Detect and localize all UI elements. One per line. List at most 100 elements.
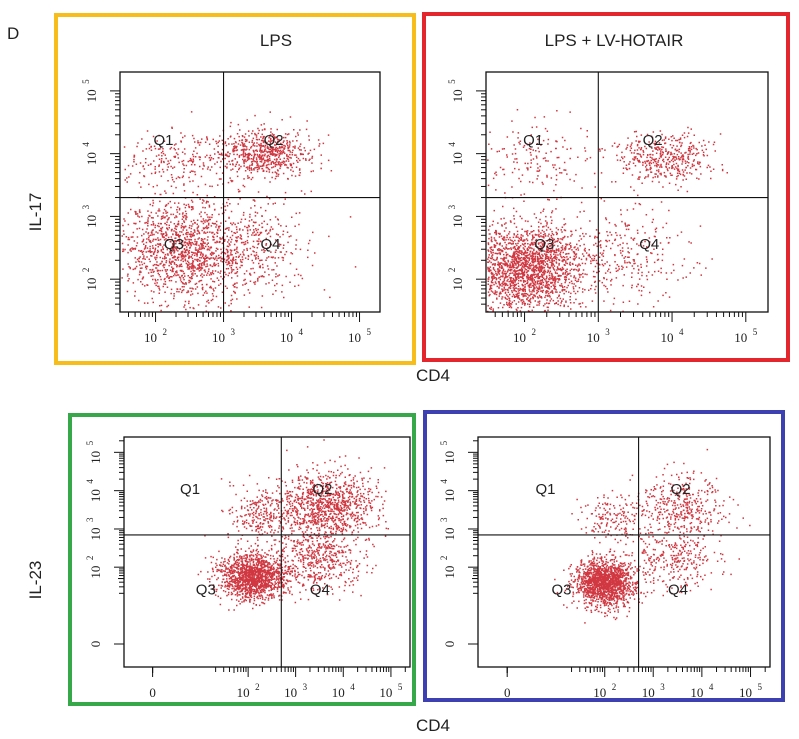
axis-ticks xyxy=(468,440,766,677)
tick-label: 10 5 xyxy=(348,327,372,345)
svg-text:4: 4 xyxy=(350,682,355,692)
svg-text:5: 5 xyxy=(447,79,457,84)
svg-text:3: 3 xyxy=(605,327,610,337)
svg-text:3: 3 xyxy=(660,682,665,692)
quadrant-label-q2: Q2 xyxy=(312,481,332,498)
quadrant-label-q2: Q2 xyxy=(264,132,284,149)
column-title-lps: LPS xyxy=(259,31,293,50)
event-dots xyxy=(197,439,389,611)
svg-text:5: 5 xyxy=(439,440,449,445)
quadrant-label-q3: Q3 xyxy=(196,581,216,598)
svg-text:10: 10 xyxy=(88,566,103,579)
svg-text:10: 10 xyxy=(88,527,103,540)
x-axis-label-cd4-top: CD4 xyxy=(415,366,451,385)
tick-label: 10 3 xyxy=(212,327,236,345)
panel-letter: D xyxy=(7,24,20,43)
event-dots xyxy=(487,109,728,313)
svg-text:4: 4 xyxy=(299,327,304,337)
tick-label: 10 2 xyxy=(439,556,457,579)
svg-text:2: 2 xyxy=(163,327,168,337)
svg-text:4: 4 xyxy=(85,479,95,484)
tick-label: 10 3 xyxy=(642,682,666,700)
tick-label: 10 2 xyxy=(593,682,616,700)
svg-text:10: 10 xyxy=(661,330,674,345)
quadrant-label-q3: Q3 xyxy=(552,581,572,598)
svg-text:10: 10 xyxy=(450,89,465,102)
svg-text:4: 4 xyxy=(709,682,714,692)
tick-label: 0 xyxy=(149,685,156,700)
quadrant-label-q1: Q1 xyxy=(535,481,555,498)
svg-text:10: 10 xyxy=(690,685,703,700)
event-dots xyxy=(554,448,751,624)
tick-label: 10 5 xyxy=(85,440,103,464)
tick-label: 10 4 xyxy=(280,327,304,345)
flow-plot-lps: Q1 Q2 Q3 Q4 10 2 10 2 10 3 10 3 10 4 10 4 10 5 10 5 xyxy=(81,71,381,345)
tick-label: 10 4 xyxy=(85,479,103,503)
svg-text:2: 2 xyxy=(255,682,260,692)
svg-text:5: 5 xyxy=(758,682,763,692)
flow-plot-il23-b: Q1 Q2 Q3 Q4 0 0 10 2 10 2 10 3 10 3 10 4 10 4 10 5 10 5 xyxy=(439,436,771,700)
tick-label: 10 3 xyxy=(439,517,457,541)
svg-text:10: 10 xyxy=(88,451,103,464)
svg-text:10: 10 xyxy=(642,685,655,700)
svg-text:10: 10 xyxy=(450,278,465,291)
svg-text:10: 10 xyxy=(739,685,752,700)
tick-label: 10 4 xyxy=(661,327,685,345)
svg-text:10: 10 xyxy=(587,330,600,345)
svg-text:5: 5 xyxy=(85,440,95,445)
svg-text:10: 10 xyxy=(284,685,297,700)
tick-label: 10 5 xyxy=(379,682,403,700)
svg-text:3: 3 xyxy=(231,327,236,337)
quadrant-label-q4: Q4 xyxy=(668,581,688,598)
svg-text:5: 5 xyxy=(367,327,372,337)
svg-text:5: 5 xyxy=(398,682,403,692)
tick-label: 0 xyxy=(442,641,457,648)
svg-text:10: 10 xyxy=(332,685,345,700)
dot-cloud xyxy=(554,448,751,624)
svg-text:3: 3 xyxy=(81,204,91,209)
svg-text:10: 10 xyxy=(593,685,606,700)
svg-text:3: 3 xyxy=(447,204,457,209)
svg-text:10: 10 xyxy=(379,685,392,700)
svg-text:4: 4 xyxy=(81,142,91,147)
tick-label: 10 5 xyxy=(447,79,465,103)
svg-text:10: 10 xyxy=(84,215,99,228)
flow-plot-lps-lv-hotair: Q1 Q2 Q3 Q4 10 2 10 2 10 3 10 3 10 4 10 4 10 5 10 5 xyxy=(447,71,769,345)
tick-label: 10 3 xyxy=(284,682,308,700)
svg-text:5: 5 xyxy=(81,79,91,84)
tick-label: 10 4 xyxy=(690,682,714,700)
svg-text:2: 2 xyxy=(85,556,95,561)
quadrant-label-q4: Q4 xyxy=(260,236,280,253)
tick-label: 10 5 xyxy=(439,440,457,464)
tick-label: 10 4 xyxy=(332,682,356,700)
svg-text:3: 3 xyxy=(85,517,95,522)
svg-text:2: 2 xyxy=(81,268,91,273)
tick-label: 0 xyxy=(88,641,103,648)
dot-cloud xyxy=(197,439,389,611)
svg-text:10: 10 xyxy=(88,489,103,502)
axis-ticks xyxy=(476,90,747,322)
column-title-lps-lv-hotair: LPS + LV-HOTAIR xyxy=(544,31,684,50)
quadrant-label-q2: Q2 xyxy=(671,481,691,498)
svg-text:5: 5 xyxy=(753,327,758,337)
svg-text:10: 10 xyxy=(734,330,747,345)
svg-text:10: 10 xyxy=(442,527,457,540)
svg-text:10: 10 xyxy=(348,330,361,345)
quadrant-label-q4: Q4 xyxy=(310,581,330,598)
quadrant-label-q3: Q3 xyxy=(164,236,184,253)
tick-label: 10 2 xyxy=(81,268,99,291)
tick-label: 10 4 xyxy=(81,142,99,166)
y-axis-label-il23: IL-23 xyxy=(26,560,45,600)
tick-label: 10 2 xyxy=(144,327,167,345)
axis-ticks xyxy=(110,90,361,322)
tick-label: 10 4 xyxy=(447,142,465,166)
tick-label: 10 5 xyxy=(81,79,99,103)
svg-text:10: 10 xyxy=(84,89,99,102)
plot-frame xyxy=(123,436,411,668)
tick-label: 10 3 xyxy=(81,204,99,228)
svg-text:4: 4 xyxy=(447,142,457,147)
panel-frame-lps xyxy=(54,13,416,365)
svg-text:2: 2 xyxy=(439,556,449,561)
svg-text:10: 10 xyxy=(144,330,157,345)
tick-label: 10 3 xyxy=(447,204,465,228)
